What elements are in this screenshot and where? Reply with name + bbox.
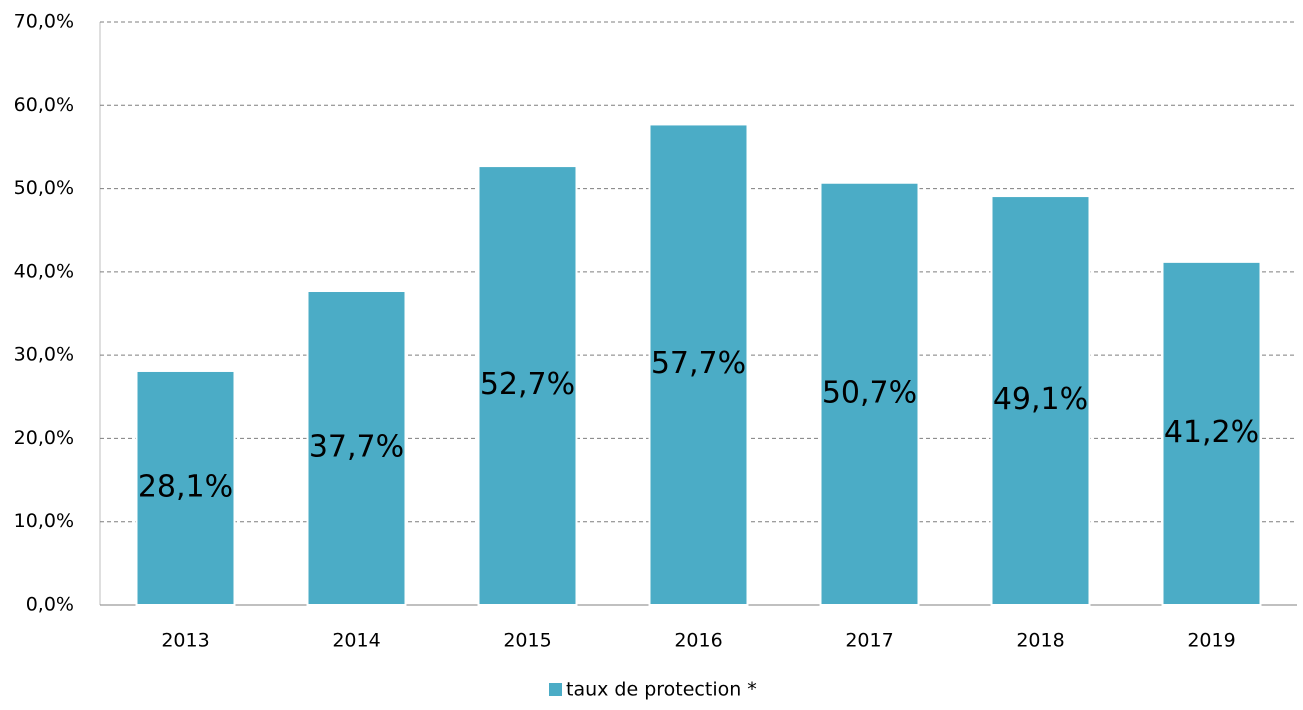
y-tick-label: 50,0% xyxy=(14,177,74,199)
x-tick-label: 2017 xyxy=(845,630,893,652)
value-label: 28,1% xyxy=(138,469,233,504)
y-tick-label: 70,0% xyxy=(14,11,74,33)
y-tick-label: 60,0% xyxy=(14,94,74,116)
legend-label: taux de protection * xyxy=(566,679,757,701)
bar xyxy=(819,181,920,606)
y-tick-label: 30,0% xyxy=(14,344,74,366)
y-tick-label: 0,0% xyxy=(26,594,74,616)
legend-swatch xyxy=(549,683,562,696)
bar xyxy=(990,195,1091,606)
bar xyxy=(306,290,407,606)
x-tick-label: 2016 xyxy=(674,630,722,652)
x-tick-label: 2014 xyxy=(332,630,380,652)
value-label: 49,1% xyxy=(993,382,1088,417)
x-tick-label: 2013 xyxy=(161,630,209,652)
y-tick-label: 10,0% xyxy=(14,510,74,532)
bar xyxy=(648,123,749,606)
y-tick-label: 20,0% xyxy=(14,427,74,449)
value-label: 37,7% xyxy=(309,430,404,465)
value-label: 57,7% xyxy=(651,346,746,381)
x-tick-label: 2018 xyxy=(1016,630,1064,652)
value-label: 41,2% xyxy=(1164,415,1259,450)
value-label: 50,7% xyxy=(822,375,917,410)
y-tick-label: 40,0% xyxy=(14,260,74,282)
bar xyxy=(135,369,236,606)
bar xyxy=(477,165,578,606)
bar xyxy=(1161,260,1262,606)
value-label: 52,7% xyxy=(480,367,575,402)
x-tick-label: 2019 xyxy=(1187,630,1235,652)
x-tick-label: 2015 xyxy=(503,630,551,652)
